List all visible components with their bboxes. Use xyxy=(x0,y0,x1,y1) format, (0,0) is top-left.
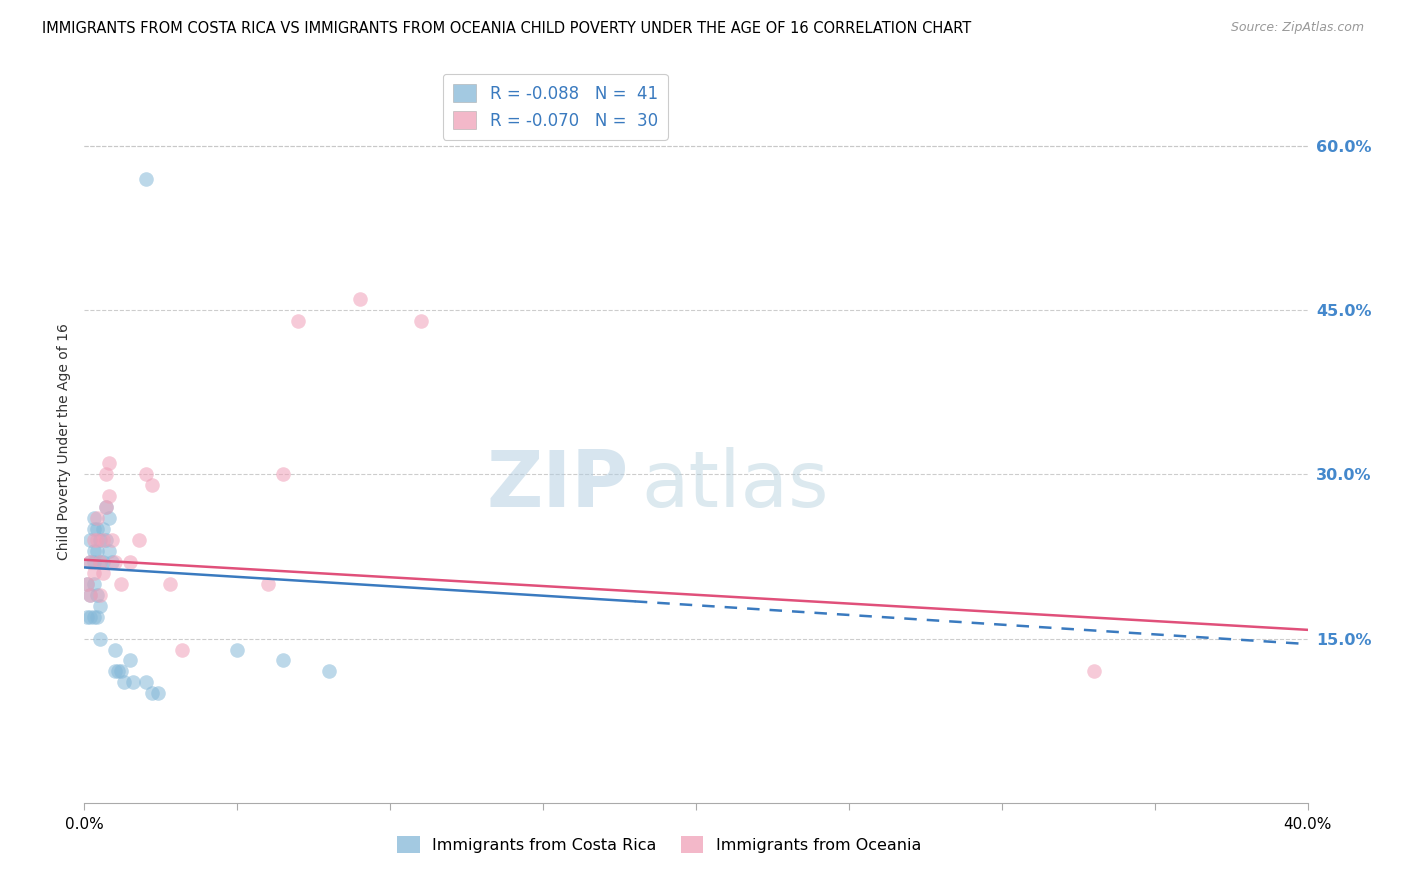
Point xyxy=(135,171,157,186)
Point xyxy=(226,642,249,657)
Point xyxy=(89,555,111,569)
Point xyxy=(76,609,98,624)
Point xyxy=(89,555,111,569)
Point xyxy=(287,314,309,328)
Point xyxy=(128,533,150,547)
Point xyxy=(101,533,124,547)
Point xyxy=(76,577,98,591)
Point xyxy=(79,588,101,602)
Point xyxy=(79,588,101,602)
Point xyxy=(91,555,114,569)
Point xyxy=(104,665,127,679)
Point xyxy=(120,653,142,667)
Point xyxy=(89,533,111,547)
Point xyxy=(79,555,101,569)
Text: atlas: atlas xyxy=(641,447,828,523)
Point xyxy=(89,599,111,613)
Point xyxy=(83,555,105,569)
Point xyxy=(94,533,117,547)
Point xyxy=(409,314,432,328)
Point xyxy=(83,533,105,547)
Point xyxy=(83,566,105,580)
Point xyxy=(76,577,98,591)
Point xyxy=(110,577,132,591)
Point xyxy=(104,642,127,657)
Text: Source: ZipAtlas.com: Source: ZipAtlas.com xyxy=(1230,21,1364,34)
Point xyxy=(79,533,101,547)
Point xyxy=(110,665,132,679)
Point xyxy=(349,292,371,306)
Point xyxy=(271,653,294,667)
Point xyxy=(91,566,114,580)
Point xyxy=(79,609,101,624)
Text: IMMIGRANTS FROM COSTA RICA VS IMMIGRANTS FROM OCEANIA CHILD POVERTY UNDER THE AG: IMMIGRANTS FROM COSTA RICA VS IMMIGRANTS… xyxy=(42,21,972,36)
Point xyxy=(89,632,111,646)
Y-axis label: Child Poverty Under the Age of 16: Child Poverty Under the Age of 16 xyxy=(58,323,72,560)
Point xyxy=(86,533,108,547)
Point xyxy=(91,533,114,547)
Point xyxy=(97,489,120,503)
Point xyxy=(83,544,105,558)
Point xyxy=(94,467,117,482)
Point xyxy=(146,686,169,700)
Point xyxy=(257,577,280,591)
Point xyxy=(271,467,294,482)
Point xyxy=(86,522,108,536)
Point xyxy=(86,588,108,602)
Point xyxy=(79,555,101,569)
Point xyxy=(97,457,120,471)
Point xyxy=(97,544,120,558)
Point xyxy=(83,511,105,525)
Point xyxy=(97,511,120,525)
Point xyxy=(83,609,105,624)
Legend: Immigrants from Costa Rica, Immigrants from Oceania: Immigrants from Costa Rica, Immigrants f… xyxy=(391,830,928,860)
Point xyxy=(83,577,105,591)
Point xyxy=(141,686,163,700)
Point xyxy=(107,665,129,679)
Point xyxy=(104,555,127,569)
Point xyxy=(89,588,111,602)
Point xyxy=(120,555,142,569)
Point xyxy=(86,511,108,525)
Point xyxy=(94,500,117,515)
Point xyxy=(135,467,157,482)
Point xyxy=(91,522,114,536)
Text: ZIP: ZIP xyxy=(486,447,628,523)
Point xyxy=(101,555,124,569)
Point xyxy=(172,642,194,657)
Point xyxy=(1083,665,1105,679)
Point xyxy=(122,675,145,690)
Point xyxy=(83,522,105,536)
Point xyxy=(112,675,135,690)
Point xyxy=(141,478,163,492)
Point xyxy=(135,675,157,690)
Point xyxy=(86,544,108,558)
Point xyxy=(318,665,340,679)
Point xyxy=(159,577,181,591)
Point xyxy=(86,609,108,624)
Point xyxy=(94,500,117,515)
